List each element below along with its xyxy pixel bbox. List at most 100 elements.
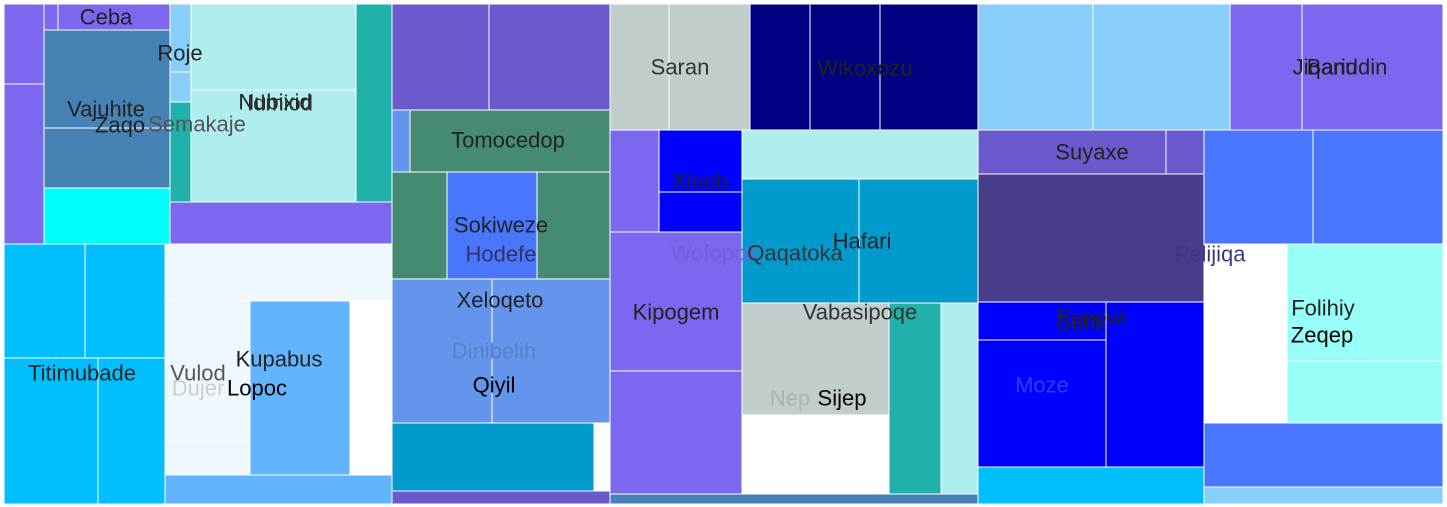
treemap-cell	[888, 302, 942, 495]
treemap-cell	[940, 302, 979, 495]
cell-label: Vajuhite	[67, 97, 145, 122]
treemap-cell	[169, 201, 393, 245]
treemap-cell	[3, 243, 86, 359]
cell-label: Folihiy	[1291, 296, 1355, 321]
treemap-cell	[491, 278, 611, 424]
treemap-cell	[409, 109, 611, 173]
cell-label: Roje	[157, 41, 202, 66]
treemap-cell	[609, 493, 979, 505]
treemap-cell	[977, 173, 1205, 303]
treemap-cell	[164, 243, 393, 302]
treemap-cell	[355, 3, 393, 203]
treemap-cell	[1301, 3, 1444, 131]
treemap-cell	[658, 191, 743, 233]
cell-label: Dujer	[172, 376, 225, 401]
treemap-cell	[749, 3, 811, 131]
treemap-cell	[3, 357, 99, 505]
cell-label: Zeqep	[1291, 323, 1353, 348]
cell-label: Xeloqeto	[457, 288, 544, 313]
cell-label: Hodefe	[466, 242, 537, 267]
treemap-cell	[977, 3, 1094, 131]
treemap-cell	[658, 129, 743, 193]
cell-label: Qiyil	[473, 373, 516, 398]
cell-label: Kipogem	[633, 300, 720, 325]
treemap-cell	[741, 129, 979, 180]
treemap-cell	[164, 300, 251, 442]
treemap-cell	[1203, 422, 1444, 488]
cell-label: Ceba	[80, 5, 133, 30]
cell-label: Sokiweze	[454, 213, 548, 238]
treemap-cell	[1203, 486, 1444, 505]
treemap-cell	[1312, 129, 1444, 245]
treemap-cell	[1286, 243, 1444, 362]
treemap-cell	[977, 301, 1107, 341]
treemap-cell	[609, 370, 743, 495]
treemap-cell	[1105, 301, 1205, 468]
cell-label: Saran	[651, 55, 710, 80]
cell-label: Suro	[1057, 310, 1103, 335]
cell-label: Pelijiqa	[1175, 242, 1247, 267]
cell-label: Kupabus	[236, 347, 323, 372]
treemap-cell	[57, 3, 171, 31]
cell-label: Tomocedop	[451, 128, 565, 153]
treemap-cell	[977, 129, 1167, 175]
cell-label: Sijep	[818, 386, 867, 411]
cell-label: Lopoc	[227, 376, 287, 401]
treemap-cell	[43, 29, 171, 129]
cell-label: Wofopok	[671, 241, 758, 266]
cell-label: Bariddin	[1307, 55, 1388, 80]
treemap-cell	[609, 129, 660, 233]
cell-label: Jiqanu	[1293, 55, 1358, 80]
cell-label: Nubixid	[238, 90, 311, 115]
treemap-cell	[391, 171, 448, 280]
treemap-cell	[391, 422, 595, 492]
treemap-cell	[97, 357, 166, 505]
treemap-cell	[249, 300, 351, 476]
cell-label: Fanowi	[1057, 305, 1128, 330]
treemap-cell	[190, 89, 357, 203]
treemap-cell	[1203, 129, 1314, 245]
treemap-cell	[169, 71, 192, 103]
treemap-cell	[391, 490, 611, 505]
treemap-cell	[391, 109, 411, 173]
treemap-cell	[164, 474, 393, 505]
treemap-cell	[84, 243, 166, 359]
cell-label: Zaqo	[95, 113, 145, 138]
treemap-cell	[1229, 3, 1303, 131]
treemap-cell	[43, 127, 171, 189]
cell-label: Xinob	[672, 169, 728, 194]
treemap-cell	[1092, 3, 1231, 131]
cell-label: Hafari	[833, 229, 892, 254]
cell-label: Titimubade	[28, 361, 136, 386]
treemap-cell	[1165, 129, 1205, 175]
treemap-cell	[858, 178, 979, 304]
cell-label: Semakaje	[148, 112, 246, 137]
treemap-cell	[879, 3, 979, 131]
treemap-cell	[3, 83, 45, 245]
treemap-cell	[609, 231, 743, 372]
treemap-cell	[391, 278, 493, 424]
cell-label: Dinibelih	[452, 339, 536, 364]
treemap-cell	[43, 3, 59, 31]
treemap-cell	[668, 3, 751, 131]
treemap-cell	[1286, 360, 1444, 424]
cell-label: Moze	[1015, 373, 1069, 398]
treemap-cell	[3, 3, 45, 85]
treemap-cell	[741, 178, 860, 304]
cell-label: Idmiod	[247, 91, 313, 116]
treemap-cell	[741, 302, 890, 416]
cell-label: Qaqatoka	[747, 241, 843, 266]
cell-label: Suyaxe	[1055, 140, 1128, 165]
treemap-cell	[190, 3, 357, 91]
treemap-cell	[977, 339, 1107, 468]
cell-label: Vulod	[170, 361, 225, 386]
treemap-cell	[488, 3, 611, 111]
cell-label: Vabasipoqe	[803, 300, 918, 325]
treemap-cell	[43, 187, 171, 245]
cell-label: Nep	[770, 386, 810, 411]
treemap-cell	[391, 3, 490, 111]
treemap-cell	[977, 466, 1205, 505]
cell-label: Wikoxozu	[817, 56, 912, 81]
treemap-cell	[164, 440, 251, 476]
